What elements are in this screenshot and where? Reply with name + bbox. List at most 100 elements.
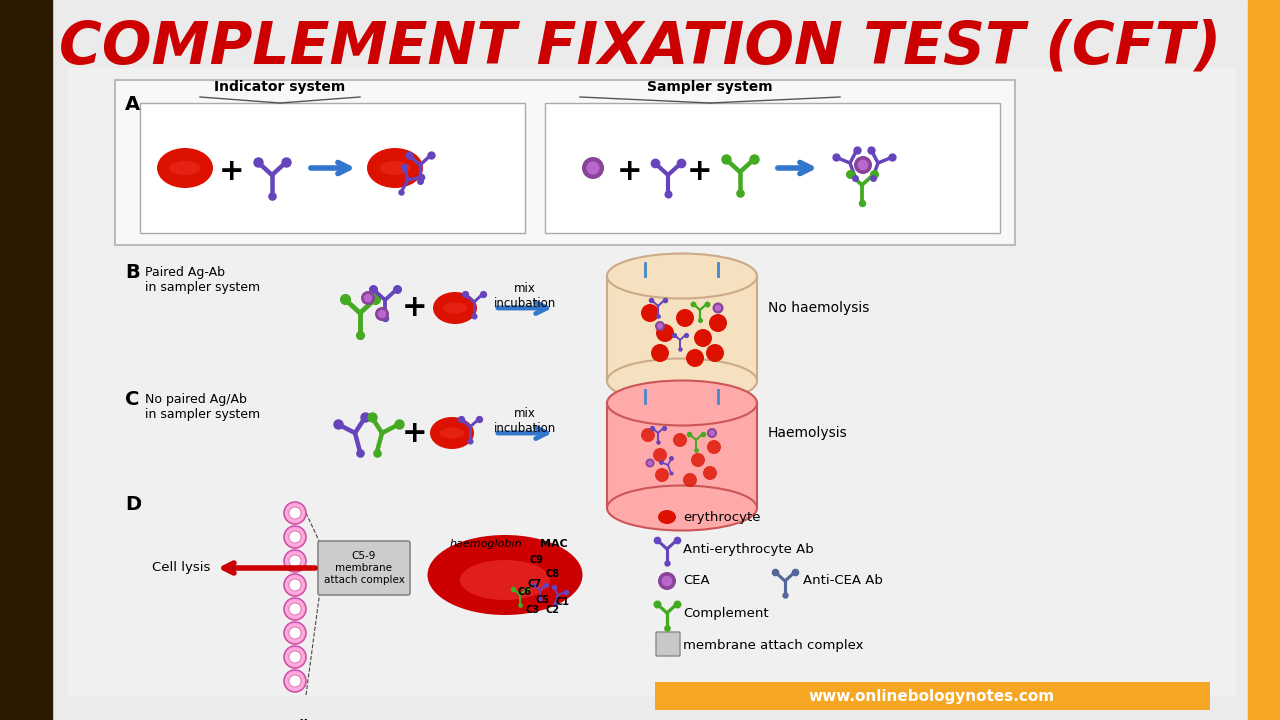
Circle shape <box>703 466 717 480</box>
Ellipse shape <box>648 460 653 466</box>
Text: C: C <box>125 390 140 409</box>
FancyBboxPatch shape <box>317 541 410 595</box>
Circle shape <box>652 344 669 362</box>
Text: COMPLEMENT FIXATION TEST (CFT): COMPLEMENT FIXATION TEST (CFT) <box>59 19 1221 76</box>
Text: Haemolysis: Haemolysis <box>768 426 847 440</box>
Text: Anti-CEA Ab: Anti-CEA Ab <box>803 575 883 588</box>
Text: C5: C5 <box>535 595 549 605</box>
Ellipse shape <box>378 310 387 318</box>
Text: membrane attach complex: membrane attach complex <box>684 639 864 652</box>
Circle shape <box>284 622 306 644</box>
Ellipse shape <box>364 294 372 302</box>
Text: haemoglobin: haemoglobin <box>451 539 522 549</box>
Ellipse shape <box>586 161 599 175</box>
Ellipse shape <box>707 428 717 438</box>
Ellipse shape <box>713 302 723 313</box>
Ellipse shape <box>709 430 716 436</box>
Text: +: + <box>219 156 244 186</box>
Text: +: + <box>617 156 643 186</box>
Ellipse shape <box>854 156 872 174</box>
Ellipse shape <box>607 485 756 531</box>
Bar <box>1248 0 1280 720</box>
Ellipse shape <box>169 161 201 175</box>
Circle shape <box>284 670 306 692</box>
Bar <box>140 103 525 233</box>
Bar <box>115 80 1015 245</box>
Bar <box>545 103 1000 233</box>
Text: Cell lysis: Cell lysis <box>151 562 210 575</box>
Ellipse shape <box>433 292 477 324</box>
Bar <box>0 0 52 720</box>
Circle shape <box>655 468 669 482</box>
Text: Paired Ag-Ab
in sampler system: Paired Ag-Ab in sampler system <box>145 266 260 294</box>
Ellipse shape <box>157 148 212 188</box>
Circle shape <box>284 598 306 620</box>
Ellipse shape <box>607 253 756 299</box>
Ellipse shape <box>658 510 676 524</box>
Circle shape <box>284 526 306 548</box>
FancyBboxPatch shape <box>657 632 680 656</box>
Ellipse shape <box>645 459 654 467</box>
Text: No haemolysis: No haemolysis <box>768 301 869 315</box>
Text: C5-9
membrane
attach complex: C5-9 membrane attach complex <box>324 552 404 585</box>
Circle shape <box>707 440 721 454</box>
Circle shape <box>641 428 655 442</box>
Ellipse shape <box>460 560 550 600</box>
Circle shape <box>289 531 301 543</box>
Bar <box>607 403 756 508</box>
Text: +: + <box>402 294 428 323</box>
Ellipse shape <box>657 323 663 329</box>
Circle shape <box>289 651 301 663</box>
Circle shape <box>691 453 705 467</box>
Text: Anti-erythrocyte Ab: Anti-erythrocyte Ab <box>684 542 814 556</box>
Circle shape <box>289 627 301 639</box>
Text: mix
incubation: mix incubation <box>494 282 556 310</box>
Text: +: + <box>687 156 713 186</box>
Ellipse shape <box>655 321 666 331</box>
Circle shape <box>686 349 704 367</box>
Text: C2: C2 <box>545 605 559 615</box>
Text: Cell: Cell <box>282 719 308 720</box>
Text: +: + <box>402 418 428 448</box>
Ellipse shape <box>443 302 467 314</box>
Circle shape <box>709 314 727 332</box>
Text: Sampler system: Sampler system <box>648 80 773 94</box>
Bar <box>68 68 1236 696</box>
Text: B: B <box>125 263 140 282</box>
Circle shape <box>694 329 712 347</box>
Circle shape <box>684 473 698 487</box>
Circle shape <box>289 579 301 591</box>
Circle shape <box>676 309 694 327</box>
Ellipse shape <box>582 157 604 179</box>
Ellipse shape <box>658 572 676 590</box>
Circle shape <box>657 324 675 342</box>
Text: www.onlinebologynotes.com: www.onlinebologynotes.com <box>809 688 1055 703</box>
Circle shape <box>284 550 306 572</box>
Text: Complement: Complement <box>684 606 768 619</box>
Circle shape <box>289 603 301 615</box>
Text: C6: C6 <box>518 587 532 597</box>
Circle shape <box>289 555 301 567</box>
Ellipse shape <box>858 160 868 171</box>
Text: C1: C1 <box>556 597 570 607</box>
Text: MAC: MAC <box>540 539 568 549</box>
Text: Indicator system: Indicator system <box>214 80 346 94</box>
Text: No paired Ag/Ab
in sampler system: No paired Ag/Ab in sampler system <box>145 393 260 421</box>
Circle shape <box>653 448 667 462</box>
Circle shape <box>289 675 301 687</box>
Ellipse shape <box>367 148 422 188</box>
Circle shape <box>673 433 687 447</box>
Circle shape <box>641 304 659 322</box>
Circle shape <box>707 344 724 362</box>
Ellipse shape <box>430 417 474 449</box>
Text: CEA: CEA <box>684 575 709 588</box>
Ellipse shape <box>375 307 389 321</box>
Text: A: A <box>125 95 140 114</box>
Circle shape <box>289 507 301 519</box>
Text: C9: C9 <box>530 555 544 565</box>
Circle shape <box>284 574 306 596</box>
Ellipse shape <box>428 535 582 615</box>
Bar <box>607 276 756 381</box>
Bar <box>655 682 1210 710</box>
Circle shape <box>284 502 306 524</box>
